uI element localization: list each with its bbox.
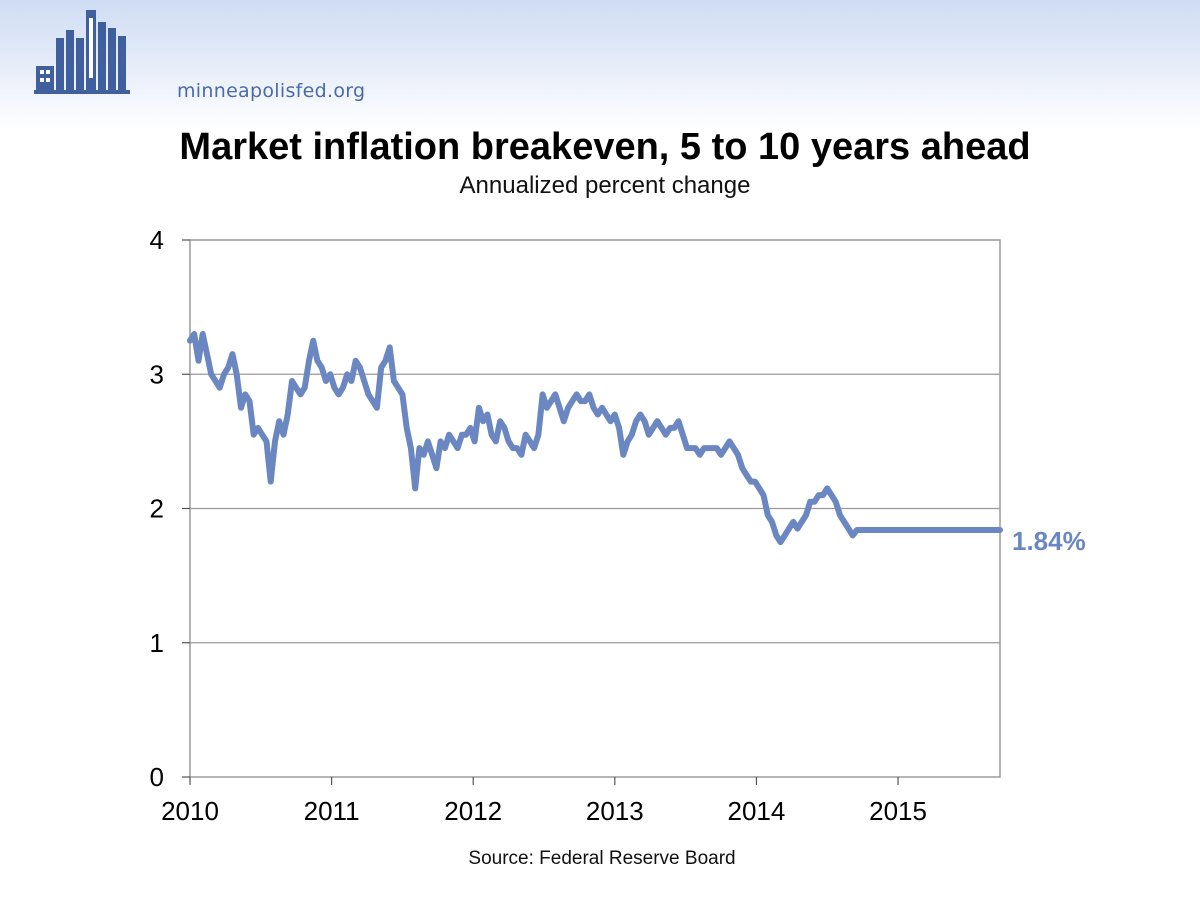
x-tick-label: 2010 xyxy=(161,796,219,826)
x-tick-label: 2013 xyxy=(586,796,644,826)
y-tick-label: 4 xyxy=(150,225,164,255)
y-tick-label: 2 xyxy=(150,494,164,524)
y-tick-label: 3 xyxy=(150,359,164,389)
y-tick-label: 0 xyxy=(150,762,164,792)
site-label[interactable]: minneapolisfed.org xyxy=(177,80,366,102)
minneapolis-fed-logo: minneapolisfed.org xyxy=(32,8,365,102)
end-value-label: 1.84% xyxy=(1012,526,1086,556)
building-logo-icon xyxy=(34,10,130,94)
series-line xyxy=(187,331,1003,546)
x-tick-label: 2014 xyxy=(728,796,786,826)
x-tick-label: 2015 xyxy=(869,796,927,826)
chart-source: Source: Federal Reserve Board xyxy=(468,848,736,869)
x-tick-label: 2011 xyxy=(304,796,360,826)
x-tick-label: 2012 xyxy=(444,796,502,826)
chart-title: Market inflation breakeven, 5 to 10 year… xyxy=(179,126,1031,168)
y-tick-label: 1 xyxy=(150,628,164,658)
chart-subtitle: Annualized percent change xyxy=(459,172,751,199)
